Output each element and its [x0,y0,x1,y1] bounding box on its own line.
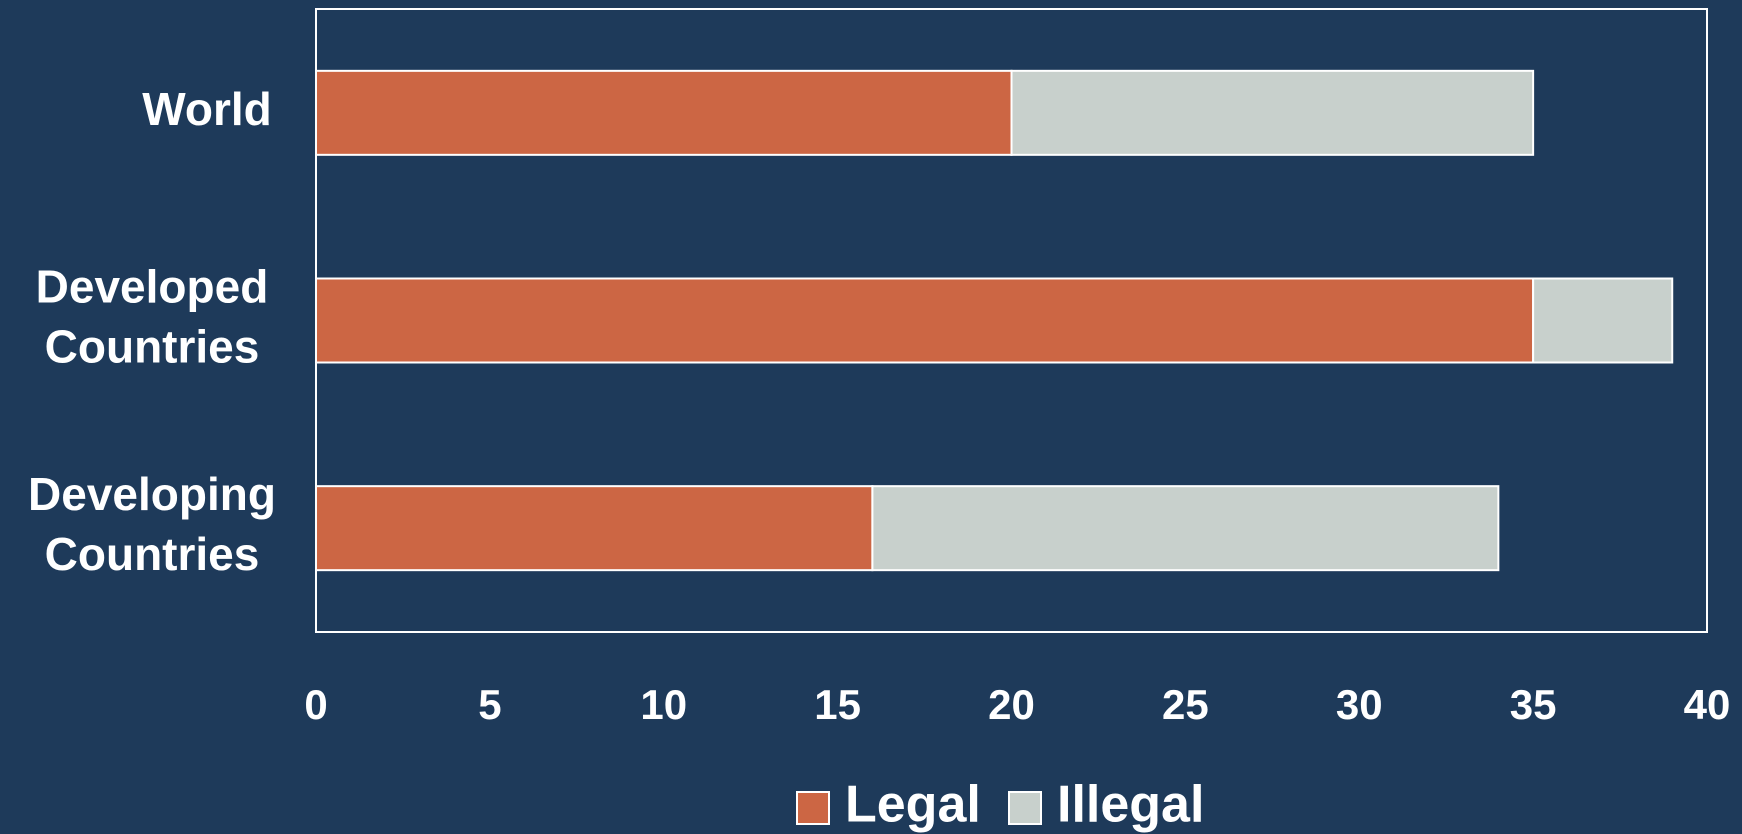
legend-label: Legal [845,776,981,834]
bar-segment [871,485,1500,572]
y-tick-label: World [142,83,271,135]
bar-segment [315,69,1013,156]
x-tick-label: 15 [814,681,861,728]
y-tick-label: Developed Countries [36,261,269,373]
x-tick-label: 35 [1510,681,1557,728]
bar-segment [1010,69,1535,156]
bar-segment [1532,277,1674,364]
x-tick-label: 25 [1162,681,1209,728]
x-tick-label: 10 [640,681,687,728]
bar-segment [315,485,874,572]
x-tick-label: 30 [1336,681,1383,728]
x-tick-label: 5 [478,681,501,728]
x-tick-label: 20 [988,681,1035,728]
bar-segment [315,277,1535,364]
y-tick-label: Developing Countries [28,468,276,580]
x-tick-label: 40 [1684,681,1731,728]
legend-swatch [796,791,830,825]
legend-label: Illegal [1057,776,1204,834]
legend-swatch [1008,791,1042,825]
x-tick-label: 0 [304,681,327,728]
